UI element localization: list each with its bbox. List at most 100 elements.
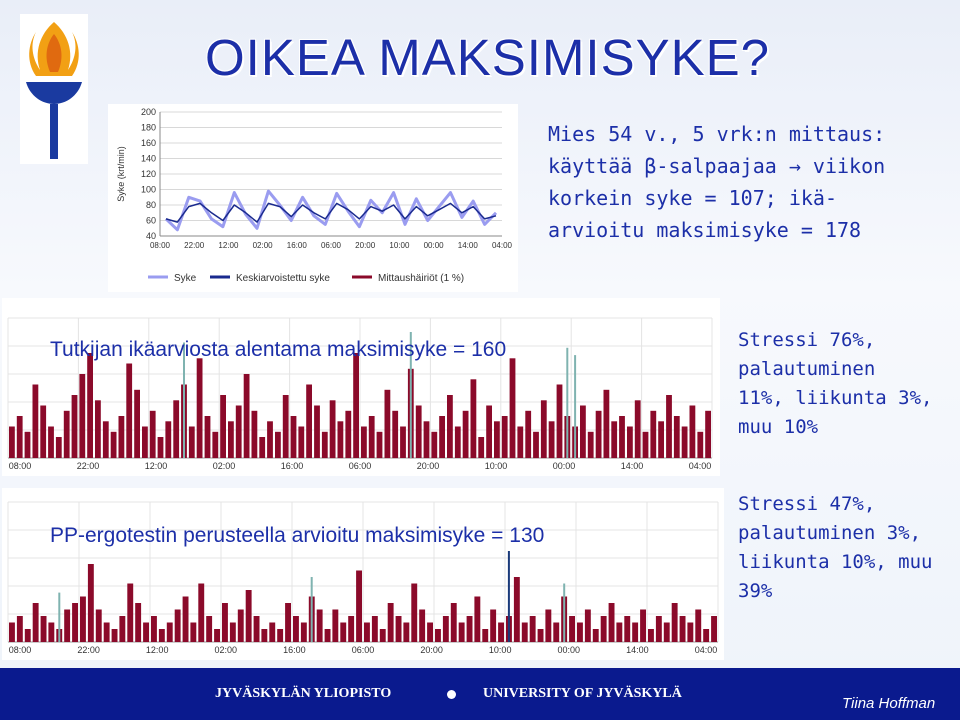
panel1-label: Tutkijan ikäarviosta alentama maksimisyk… [50,338,507,361]
legend-label: Syke [174,273,197,284]
bar [384,389,391,459]
x-tick-label: 02:00 [213,461,236,471]
bar [655,616,662,642]
highlight-bar [310,577,313,642]
bar [214,629,220,642]
bar [474,596,481,642]
bar [608,603,615,642]
bar [470,379,477,459]
bar [243,374,250,458]
x-tick-label: 08:00 [150,241,171,250]
x-tick-label: 02:00 [253,241,274,250]
bar [212,431,219,459]
bar [584,609,591,642]
bar [368,416,375,458]
bar [222,603,228,642]
bar [387,603,394,642]
bar [345,410,352,459]
y-tick-label: 120 [141,169,156,179]
bar [300,622,307,642]
bar [361,426,367,458]
stress-line: Stressi 76%, [738,329,876,351]
stress-line: palautuminen 3%, [738,522,922,544]
x-tick-label: 06:00 [349,461,372,471]
bar [204,416,211,458]
x-tick-label: 16:00 [287,241,308,250]
bar [87,353,93,458]
bar [158,629,165,642]
bar [103,622,110,642]
bar [695,609,702,642]
bar [55,437,62,458]
bar [632,622,639,642]
bar [634,400,641,459]
stress-line: 39% [738,580,773,602]
bar [681,426,688,458]
bar [337,421,344,459]
bar [666,395,672,458]
y-tick-label: 40 [146,231,156,241]
x-tick-label: 00:00 [553,461,576,471]
bar [251,410,258,459]
bar [711,616,717,642]
bar [306,384,312,458]
bar [423,421,430,459]
bar [435,629,441,642]
y-tick-label: 200 [141,107,156,117]
bar [298,426,305,458]
x-tick-label: 12:00 [218,241,239,250]
panel2-stress-text: Stressi 47%, palautuminen 3%, liikunta 1… [738,490,958,606]
bar [16,616,23,642]
x-tick-label: 08:00 [9,461,32,471]
bar [267,421,273,459]
x-tick-label: 10:00 [489,645,512,655]
bar [253,616,260,642]
bar [324,629,331,642]
x-tick-label: 20:00 [355,241,376,250]
highlight-bar [58,592,61,642]
bar [165,421,172,459]
x-tick-label: 00:00 [558,645,581,655]
bar [149,410,156,459]
bar [627,426,633,458]
bar [642,431,649,459]
x-tick-label: 16:00 [281,461,304,471]
bar [521,622,528,642]
bar [687,622,694,642]
highlight-bar [563,583,566,642]
bar [261,629,268,642]
bar [548,421,555,459]
y-tick-label: 160 [141,138,156,148]
y-axis-label: Syke (krt/min) [116,146,126,202]
bar [431,431,438,459]
bar [379,629,386,642]
bar [32,603,39,642]
bar [537,629,544,642]
stress-line: 11%, liikunta 3%, [738,387,933,409]
bar [157,437,164,458]
x-tick-label: 14:00 [621,461,644,471]
bar [478,437,485,458]
x-tick-label: 12:00 [146,645,169,655]
bar [127,583,134,642]
bar [447,395,453,458]
bar [679,616,686,642]
bar [454,426,461,458]
bar [64,609,71,642]
bar [403,622,410,642]
bar [237,609,244,642]
bar [340,622,347,642]
bar [166,622,173,642]
bar [533,431,539,459]
bar [134,389,140,459]
bar [79,374,86,458]
bar [689,405,696,458]
bar [198,583,205,642]
bar [228,421,234,459]
highlight-bar [566,347,569,459]
highlight-bar [574,355,577,458]
legend-label: Mittaushäiriöt (1 %) [378,273,464,284]
x-tick-label: 04:00 [695,645,718,655]
bar [705,410,711,459]
stress-line: palautuminen [738,358,876,380]
